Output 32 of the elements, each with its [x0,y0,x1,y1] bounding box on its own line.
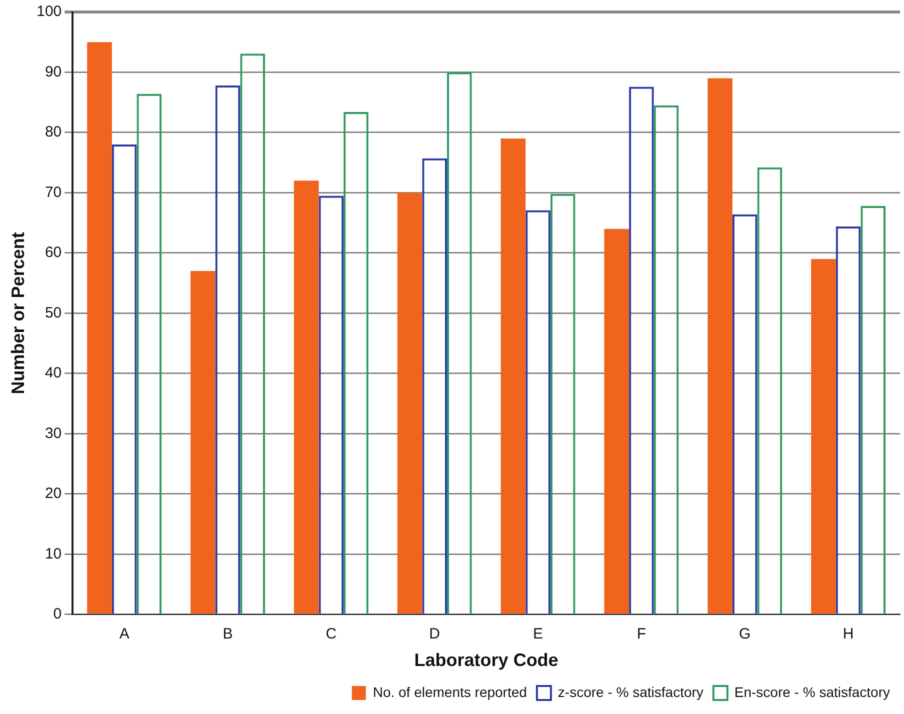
y-tick-label: 90 [44,63,62,80]
x-tick-label: E [533,626,544,643]
y-tick-label: 100 [36,3,62,20]
bar [190,271,216,614]
x-axis-title: Laboratory Code [414,650,558,670]
legend-label: No. of elements reported [372,684,527,700]
y-tick-label: 20 [44,485,62,502]
x-tick-label: G [739,626,751,643]
bar [87,42,112,614]
x-tick-label: F [636,626,646,643]
x-tick-label: H [842,626,854,643]
y-tick-label: 0 [53,606,62,623]
y-tick-label: 80 [44,124,62,141]
y-tick-label: 50 [44,304,62,322]
bar [397,192,422,614]
y-tick-label: 70 [44,184,62,201]
y-axis-title: Number or Percent [8,232,28,394]
bar [708,78,732,614]
bar [294,180,319,614]
bar [500,138,526,614]
y-tick-label: 10 [44,545,62,562]
x-tick-label: A [119,626,130,643]
y-tick-label: 30 [44,424,62,442]
x-tick-label: D [429,626,440,643]
y-tick-label: 60 [44,244,62,262]
x-tick-label: C [326,626,337,643]
x-tick-label: B [222,626,233,643]
bar [604,228,630,614]
legend-label: z-score - % satisfactory [558,684,704,700]
y-tick-label: 40 [44,364,62,382]
legend-label: En-score - % satisfactory [734,684,890,700]
bar [811,258,836,614]
